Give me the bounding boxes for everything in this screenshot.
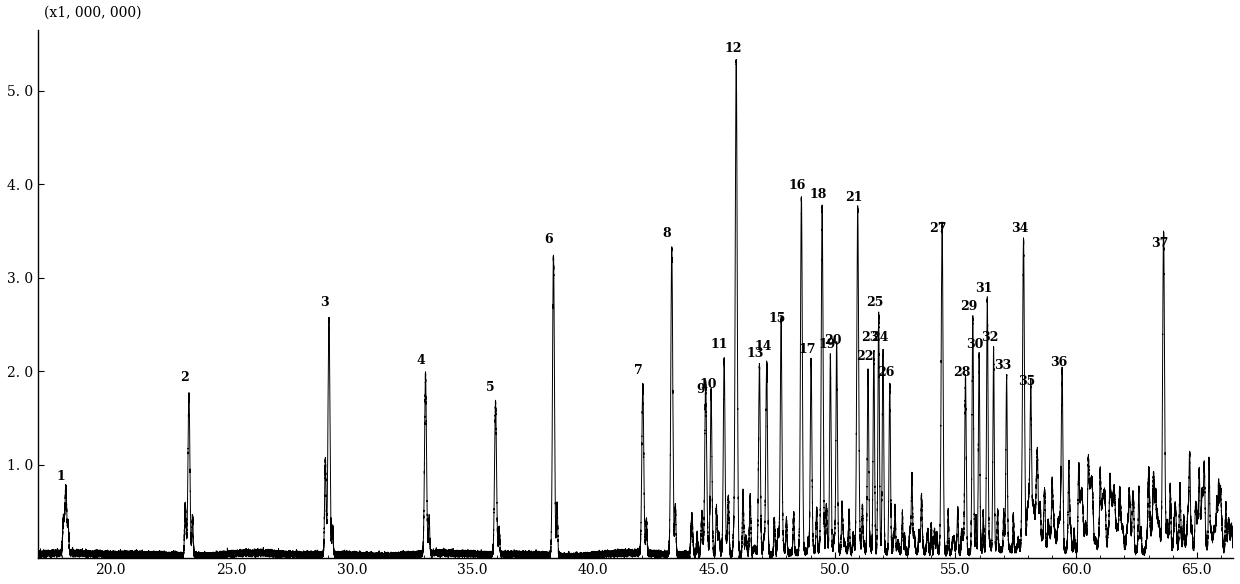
Text: 15: 15 [768,312,785,325]
Text: 6: 6 [544,233,553,246]
Text: 33: 33 [994,359,1012,372]
Text: 19: 19 [818,338,836,350]
Text: 12: 12 [724,42,742,55]
Text: 16: 16 [789,179,806,192]
Text: 29: 29 [961,300,978,313]
Text: 21: 21 [844,191,863,204]
Text: 7: 7 [634,364,642,377]
Text: 26: 26 [878,366,895,378]
Text: 31: 31 [975,281,992,294]
Text: 30: 30 [966,338,983,350]
Text: 37: 37 [1151,237,1168,249]
Text: 11: 11 [711,338,728,350]
Text: 22: 22 [856,350,873,363]
Text: 9: 9 [697,383,706,395]
Text: (x1, 000, 000): (x1, 000, 000) [45,5,141,19]
Text: 27: 27 [930,222,947,235]
Text: 2: 2 [180,371,188,384]
Text: 18: 18 [810,188,827,201]
Text: 28: 28 [954,366,971,378]
Text: 23: 23 [862,331,879,344]
Text: 17: 17 [799,343,816,356]
Text: 14: 14 [754,340,773,353]
Text: 13: 13 [746,347,764,360]
Text: 34: 34 [1011,222,1028,235]
Text: 25: 25 [867,297,884,310]
Text: 1: 1 [57,470,66,484]
Text: 35: 35 [1018,375,1035,388]
Text: 10: 10 [699,378,718,391]
Text: 5: 5 [486,381,495,394]
Text: 36: 36 [1049,356,1066,369]
Text: 32: 32 [981,331,998,344]
Text: 24: 24 [870,331,888,344]
Text: 4: 4 [417,354,425,367]
Text: 8: 8 [662,227,671,240]
Text: 20: 20 [825,334,842,347]
Text: 3: 3 [320,297,329,310]
